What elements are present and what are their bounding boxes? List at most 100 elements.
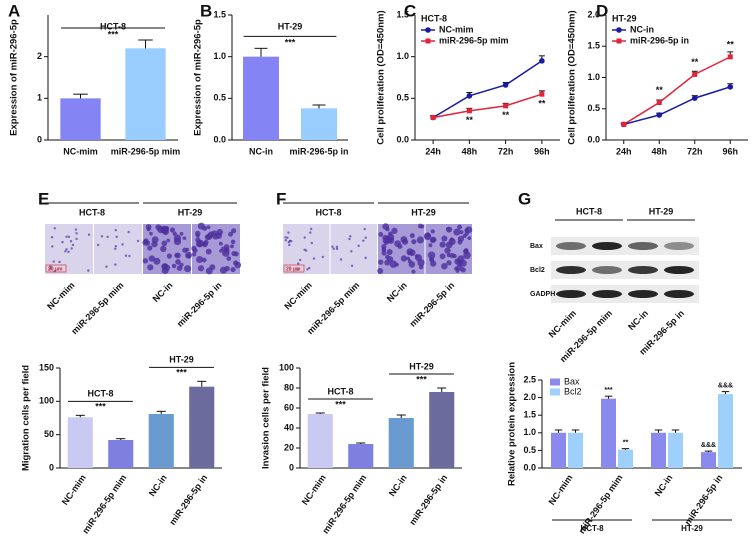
cell: [364, 256, 367, 260]
cell: [362, 239, 365, 242]
blot-header: HCT-8: [576, 206, 602, 216]
cell: [147, 264, 154, 271]
legend-label: miR-296-5p mim: [439, 35, 509, 45]
cell: [179, 231, 184, 236]
cell: [439, 241, 446, 248]
cell: [53, 227, 56, 230]
cell: [303, 236, 306, 239]
cell: [185, 247, 190, 252]
blot-band: [628, 242, 658, 250]
y-tick-label: 50: [44, 429, 54, 439]
x-tick-label: NC-mim: [63, 146, 98, 156]
cell: [127, 230, 130, 234]
significance-label: ***: [604, 387, 612, 394]
x-tick-label: NC-mim: [60, 473, 88, 507]
x-tick-label: miR-296-5p mim: [111, 146, 181, 156]
cell: [149, 231, 153, 236]
blot-row-label: Bax: [530, 243, 543, 250]
y-tick-label: 1.0: [396, 51, 409, 61]
x-tick-label: 72h: [687, 146, 703, 156]
y-tick-label: 1: [37, 93, 42, 103]
cell: [298, 258, 302, 262]
cell: [415, 254, 419, 258]
cell: [106, 235, 109, 239]
cell: [465, 226, 473, 234]
y-tick-label: 0.0: [587, 134, 600, 144]
bar: [189, 386, 215, 468]
y-tick-label: 150: [39, 362, 54, 372]
x-tick-label: NC-in: [249, 146, 273, 156]
y-tick-label: 80: [284, 382, 294, 392]
cell: [161, 240, 168, 247]
legend-marker: [425, 27, 431, 33]
cell: [75, 237, 78, 241]
y-tick-label: 0.5: [587, 103, 600, 113]
cell: [429, 257, 435, 263]
comparison-label: ***: [95, 402, 106, 412]
cell: [218, 241, 223, 246]
x-tick-label: 72h: [498, 146, 514, 156]
blot-header: HT-29: [649, 206, 674, 216]
cell: [51, 245, 54, 248]
blot-band: [592, 242, 622, 250]
x-tick-label: NC-in: [387, 473, 409, 498]
y-tick-label: 1.5: [587, 41, 600, 51]
cell: [148, 255, 155, 262]
scale-bar: 20 μm: [48, 266, 63, 272]
chart-title: HCT-8: [421, 13, 447, 23]
cell: [197, 222, 205, 230]
bar: [668, 432, 683, 468]
lane-label: NC-in: [385, 280, 409, 304]
cell: [339, 258, 343, 261]
y-axis-label: Relative protein expression: [507, 362, 518, 486]
cell: [321, 255, 325, 259]
cell: [428, 243, 433, 248]
point: [621, 121, 627, 127]
line: [623, 86, 731, 126]
cell: [195, 237, 201, 243]
cell: [204, 234, 211, 241]
cell: [312, 257, 316, 260]
bar: [60, 98, 101, 140]
chart-title: HT-29: [278, 21, 303, 31]
point: [727, 84, 734, 90]
y-tick-label: 100: [39, 396, 54, 406]
x-tick-label: 48h: [651, 146, 667, 156]
cell: [397, 243, 403, 249]
point: [503, 103, 509, 109]
cell: [114, 263, 117, 266]
y-tick-label: 2: [37, 51, 42, 61]
y-tick-label: 20: [284, 442, 294, 452]
legend-marker: [616, 38, 622, 44]
image-header: HT-29: [178, 207, 203, 217]
cell: [408, 261, 416, 268]
micrograph: [283, 224, 330, 274]
scale-bar: 20 μm: [286, 266, 301, 272]
cell: [172, 231, 177, 236]
cell: [335, 247, 339, 251]
cell: [454, 258, 461, 265]
y-axis-label: Expression of miR-296-5p: [9, 19, 20, 136]
blot-row-label: GADPH: [530, 291, 555, 298]
cell: [382, 246, 386, 251]
legend-label: miR-296-5p in: [630, 35, 689, 45]
image-header: HT-29: [411, 207, 436, 217]
y-axis-label: Cell proliferation (OD=450nm): [567, 10, 578, 144]
group-label: HT-29: [681, 524, 703, 533]
bar: [551, 432, 566, 468]
lane-label: NC-in: [626, 308, 650, 332]
legend-label: Bax: [564, 376, 580, 386]
scale-bar-bg: [283, 264, 305, 273]
point: [727, 54, 733, 60]
cell: [378, 259, 384, 265]
lane-label: NC-mim: [45, 280, 76, 311]
legend-marker: [425, 38, 431, 44]
cell: [233, 251, 239, 257]
cell: [174, 253, 179, 258]
legend-label: NC-mim: [439, 24, 474, 34]
bar: [67, 417, 93, 468]
cell: [449, 252, 455, 259]
x-tick-label: 48h: [462, 146, 478, 156]
bar: [429, 392, 455, 468]
